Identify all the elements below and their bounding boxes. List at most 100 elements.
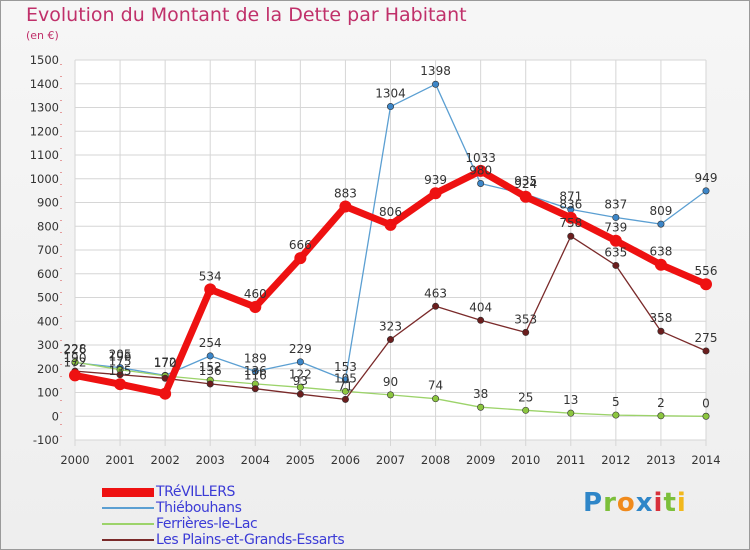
data-label: 175 xyxy=(109,355,132,369)
data-label: 980 xyxy=(469,164,492,178)
data-point-1 xyxy=(567,409,575,417)
data-point-0 xyxy=(702,187,710,195)
data-label: 13 xyxy=(563,393,578,407)
y-tick-label: 1300 xyxy=(30,101,59,115)
y-tick-label: 800 xyxy=(37,219,59,233)
data-point-0 xyxy=(341,376,349,384)
data-label: 883 xyxy=(334,187,357,201)
legend-swatch xyxy=(102,487,154,497)
data-label: 534 xyxy=(199,269,222,283)
y-tick-label: 200 xyxy=(37,362,59,376)
data-label: 556 xyxy=(695,264,718,278)
data-label: 1033 xyxy=(465,151,496,165)
x-tick-label: 2001 xyxy=(105,453,134,467)
x-tick-label: 2008 xyxy=(421,453,450,467)
data-label: 935 xyxy=(514,174,537,188)
x-tick-label: 2014 xyxy=(691,453,720,467)
data-point-1 xyxy=(612,411,620,419)
data-point-3 xyxy=(654,258,667,271)
data-label: 189 xyxy=(244,351,267,365)
y-tick-label: 700 xyxy=(37,243,59,257)
data-point-3 xyxy=(384,218,397,231)
data-label: 323 xyxy=(379,320,402,334)
data-point-1 xyxy=(432,395,440,403)
y-tick-label: 1500 xyxy=(30,53,59,67)
x-tick-label: 2009 xyxy=(466,453,495,467)
data-label: 153 xyxy=(334,360,357,374)
y-tick-label: 900 xyxy=(37,196,59,210)
legend-label: Les Plains-et-Grands-Essarts xyxy=(156,532,345,548)
data-label: 38 xyxy=(473,387,488,401)
data-label: 228 xyxy=(64,342,87,356)
logo-letter: t xyxy=(663,488,677,518)
data-point-2 xyxy=(657,327,665,335)
data-point-1 xyxy=(386,391,394,399)
x-tick-label: 2005 xyxy=(286,453,315,467)
data-point-0 xyxy=(657,220,665,228)
data-point-2 xyxy=(206,380,214,388)
data-label: 358 xyxy=(649,311,672,325)
y-tick-label: 1000 xyxy=(30,172,59,186)
data-point-1 xyxy=(522,406,530,414)
data-label: 190 xyxy=(64,351,87,365)
x-tick-label: 2010 xyxy=(511,453,540,467)
data-label: 196 xyxy=(109,350,132,364)
x-tick-label: 2002 xyxy=(151,453,180,467)
data-point-3 xyxy=(564,211,577,224)
data-point-2 xyxy=(341,395,349,403)
logo-letter: o xyxy=(616,488,636,518)
data-label: 837 xyxy=(604,197,627,211)
data-label: 152 xyxy=(199,360,222,374)
x-tick-label: 2006 xyxy=(331,453,360,467)
proxiti-logo: Proxiti xyxy=(583,488,687,518)
data-label: 0 xyxy=(702,396,710,410)
data-label: 105 xyxy=(334,371,357,385)
data-label: 136 xyxy=(244,364,267,378)
data-point-0 xyxy=(251,367,259,375)
data-point-3 xyxy=(700,278,712,291)
data-label: 1304 xyxy=(375,87,406,101)
y-tick-label: 600 xyxy=(37,267,59,281)
y-tick-label: 100 xyxy=(37,386,59,400)
data-point-3 xyxy=(204,283,217,296)
data-label: 460 xyxy=(244,287,267,301)
data-label: 226 xyxy=(64,343,87,357)
y-tick-label: 500 xyxy=(37,291,59,305)
data-point-1 xyxy=(657,412,665,420)
data-label: 666 xyxy=(289,238,312,252)
data-point-1 xyxy=(341,387,349,395)
data-label: 254 xyxy=(199,336,222,350)
data-point-3 xyxy=(249,301,262,313)
data-label: 635 xyxy=(604,245,627,259)
data-label: 5 xyxy=(612,395,620,409)
legend-swatch xyxy=(102,523,154,525)
y-tick-label: 300 xyxy=(37,338,59,352)
data-label: 758 xyxy=(559,216,582,230)
x-tick-label: 2011 xyxy=(556,453,585,467)
logo-letter: x xyxy=(635,488,654,518)
data-label: 122 xyxy=(289,367,312,381)
x-tick-label: 2004 xyxy=(241,453,270,467)
x-tick-label: 2000 xyxy=(60,453,89,467)
data-label: 205 xyxy=(109,348,132,362)
data-label: 739 xyxy=(604,221,627,235)
data-label: 116 xyxy=(244,369,267,383)
data-point-0 xyxy=(296,358,304,366)
data-label: 353 xyxy=(514,312,537,326)
data-label: 924 xyxy=(514,177,537,191)
logo-letter: i xyxy=(676,488,687,518)
legend-swatch xyxy=(102,507,154,509)
line-chart: -100010020030040050060070080090010001100… xyxy=(30,53,721,467)
data-label: 136 xyxy=(199,364,222,378)
data-label: 170 xyxy=(154,356,177,370)
data-point-3 xyxy=(69,369,81,382)
data-point-3 xyxy=(114,378,127,391)
data-point-1 xyxy=(702,412,710,420)
data-point-2 xyxy=(567,232,575,240)
data-label: 463 xyxy=(424,286,447,300)
data-label: 836 xyxy=(559,198,582,212)
data-point-3 xyxy=(159,387,172,400)
legend-label: Ferrières-le-Lac xyxy=(156,516,258,532)
data-label: 172 xyxy=(64,355,87,369)
data-point-2 xyxy=(386,336,394,344)
